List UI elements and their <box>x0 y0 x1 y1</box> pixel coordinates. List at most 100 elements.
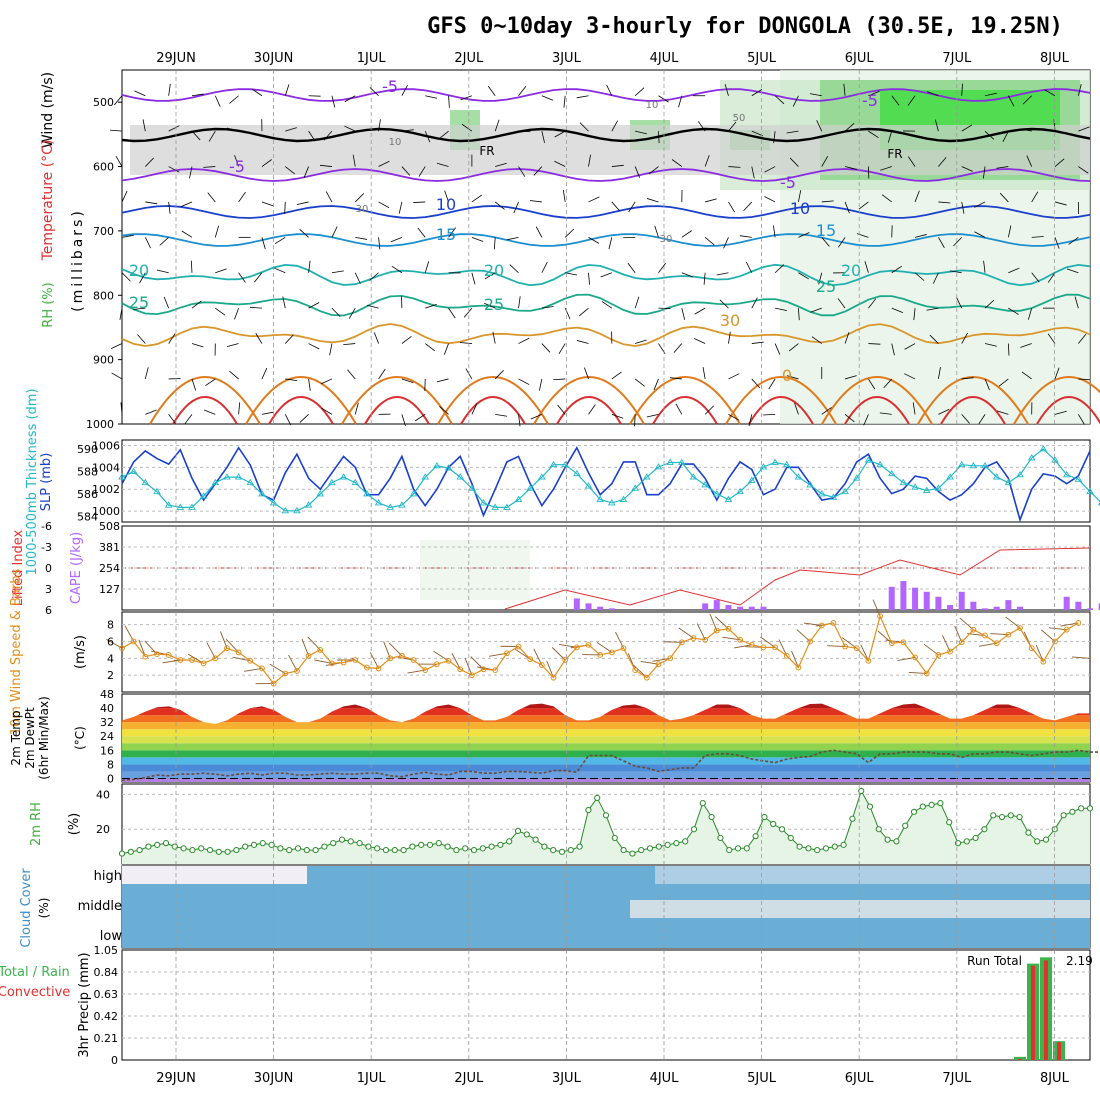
wind-barb <box>635 297 639 308</box>
rh-point <box>806 846 811 851</box>
date-bottom-label: 5JUL <box>747 1071 777 1086</box>
temp-axis-label-group: 2m Temp <box>9 710 23 765</box>
rh-point <box>744 846 749 851</box>
rh-point <box>797 844 802 849</box>
date-top-label: 2JUL <box>454 51 484 66</box>
wind-barb <box>145 202 157 204</box>
wind-barb <box>507 237 519 239</box>
wind-barb <box>674 344 682 353</box>
wind-barb <box>494 237 495 249</box>
wind-barb <box>495 414 507 416</box>
lifted-tick-label: 0 <box>45 562 52 575</box>
wind-barb <box>542 344 550 353</box>
cape-bar <box>959 592 965 610</box>
date-top-label: 3JUL <box>552 51 582 66</box>
wind-barb <box>565 308 570 319</box>
wind-barb <box>192 379 196 390</box>
wind-barb <box>355 237 367 239</box>
date-bottom-label: 8JUL <box>1040 1071 1070 1086</box>
rh-point <box>718 835 723 840</box>
rh-point <box>392 847 397 852</box>
rh-point <box>278 846 283 851</box>
isotherm-label: 20 <box>129 261 149 280</box>
date-top-label: 30JUN <box>254 51 294 66</box>
wind-barb <box>215 308 225 315</box>
thickness-axis-label: 1000-500mb Thickness (dm) <box>25 388 40 575</box>
wind-barb <box>437 379 449 382</box>
cloud-axis-label-group: Cloud Cover <box>19 868 34 948</box>
wind-barb <box>676 404 682 414</box>
rh-point <box>251 842 256 847</box>
wind-barb <box>559 344 565 354</box>
cape-tick-label: 381 <box>99 541 120 554</box>
rh-point <box>375 846 380 851</box>
pressure-axis-label: (millibars) <box>70 208 86 312</box>
rh-point <box>1079 806 1084 811</box>
pressure-tick-label: 500 <box>93 96 114 109</box>
wind-barb <box>391 237 402 241</box>
rh-point <box>304 847 309 852</box>
cape-bar <box>1075 602 1081 610</box>
lifted-tick-label: 3 <box>45 583 52 596</box>
rh-unit-label: (%) <box>67 813 82 836</box>
rh-point <box>788 835 793 840</box>
precip-tick-label: 1.05 <box>94 944 119 957</box>
wind-barb <box>122 191 127 202</box>
rh-point <box>639 847 644 852</box>
rh-point <box>216 849 221 854</box>
cape-tick-label: 254 <box>99 562 120 575</box>
cape-bar <box>982 608 988 610</box>
rh-point <box>348 839 353 844</box>
wind-barb <box>510 265 519 273</box>
wind-barb <box>425 344 435 351</box>
rh-point <box>911 809 916 814</box>
precip-tick-label: 0.42 <box>94 1010 119 1023</box>
wind-barb <box>164 297 168 308</box>
isotherm-label: 25 <box>129 293 149 312</box>
date-top-label: 6JUL <box>845 51 875 66</box>
rh-point <box>1026 830 1031 835</box>
cape-bar <box>1087 608 1093 610</box>
wind-barb <box>612 372 622 379</box>
temp-axis-label: (6hr Min/Max) <box>37 696 51 780</box>
temp-band <box>122 708 1090 715</box>
wind-barb <box>227 344 239 347</box>
isotherm-label: 30 <box>720 311 740 330</box>
wind-barb <box>157 270 169 273</box>
cape-bar <box>1017 607 1023 610</box>
wind-barb <box>682 308 685 320</box>
rh-point <box>894 839 899 844</box>
cape-bar <box>935 597 941 610</box>
rh-point <box>929 802 934 807</box>
wind-barb-10m <box>1072 657 1090 658</box>
isotherm-label: FR <box>887 147 902 161</box>
date-top-label: 8JUL <box>1040 51 1070 66</box>
wind-barb <box>519 338 530 343</box>
wind-barb <box>215 226 218 238</box>
rh-point <box>753 834 758 839</box>
precip-total-label: Total / Rain <box>0 965 70 980</box>
rh-tick-label: 20 <box>96 823 110 836</box>
wind-tick-label: 8 <box>107 619 114 632</box>
run-total-label: Run Total <box>967 954 1022 968</box>
wind-barb <box>326 191 332 201</box>
rh-point <box>155 842 160 847</box>
cape-bar <box>994 607 1000 610</box>
rh-contour-label: 10 <box>389 137 402 148</box>
rh-point <box>700 801 705 806</box>
wind-barb <box>752 298 758 309</box>
rh-area <box>122 791 1090 864</box>
date-top-label: 4JUL <box>650 51 680 66</box>
pressure-tick-label: 600 <box>93 161 114 174</box>
cape-bar <box>574 598 580 610</box>
rh-point <box>1061 813 1066 818</box>
slp-tick-label: 1006 <box>92 439 120 452</box>
date-bottom-label: 7JUL <box>942 1071 972 1086</box>
wind-barb <box>235 308 239 319</box>
wind-barb <box>300 414 309 422</box>
temp-band <box>122 736 1090 743</box>
wind-barb <box>472 195 482 202</box>
wind-barb <box>728 374 739 379</box>
